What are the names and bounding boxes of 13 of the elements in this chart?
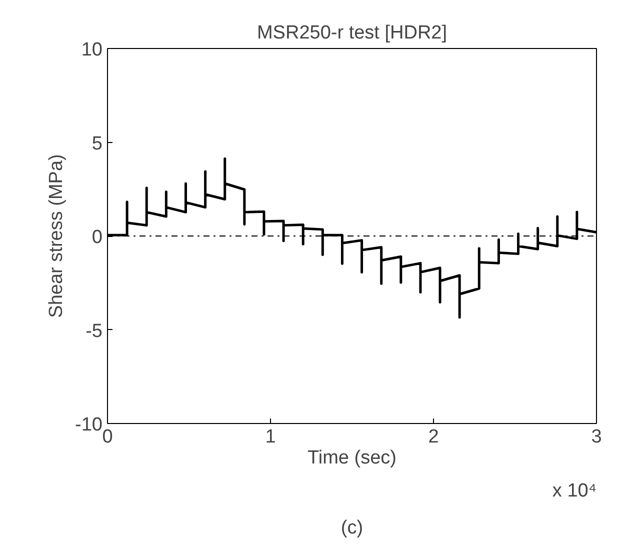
- y-tick-label: -10: [75, 414, 103, 436]
- x-tick-label: 2: [428, 426, 439, 448]
- y-tick-label: 5: [92, 133, 103, 154]
- y-tick-label: 10: [81, 40, 103, 60]
- text: x 10⁴: [552, 480, 596, 502]
- chart-title: MSR250-r test [HDR2]: [256, 22, 448, 44]
- x-tick-label: 3: [591, 426, 602, 448]
- x-tick-label: 1: [265, 426, 276, 448]
- y-tick-label: 0: [92, 227, 103, 248]
- x-axis-title: Time (sec): [307, 448, 397, 468]
- y-tick-label: -5: [86, 320, 103, 342]
- y-axis-title: Shear stress (MPa): [46, 154, 68, 318]
- text: (c): [340, 518, 364, 538]
